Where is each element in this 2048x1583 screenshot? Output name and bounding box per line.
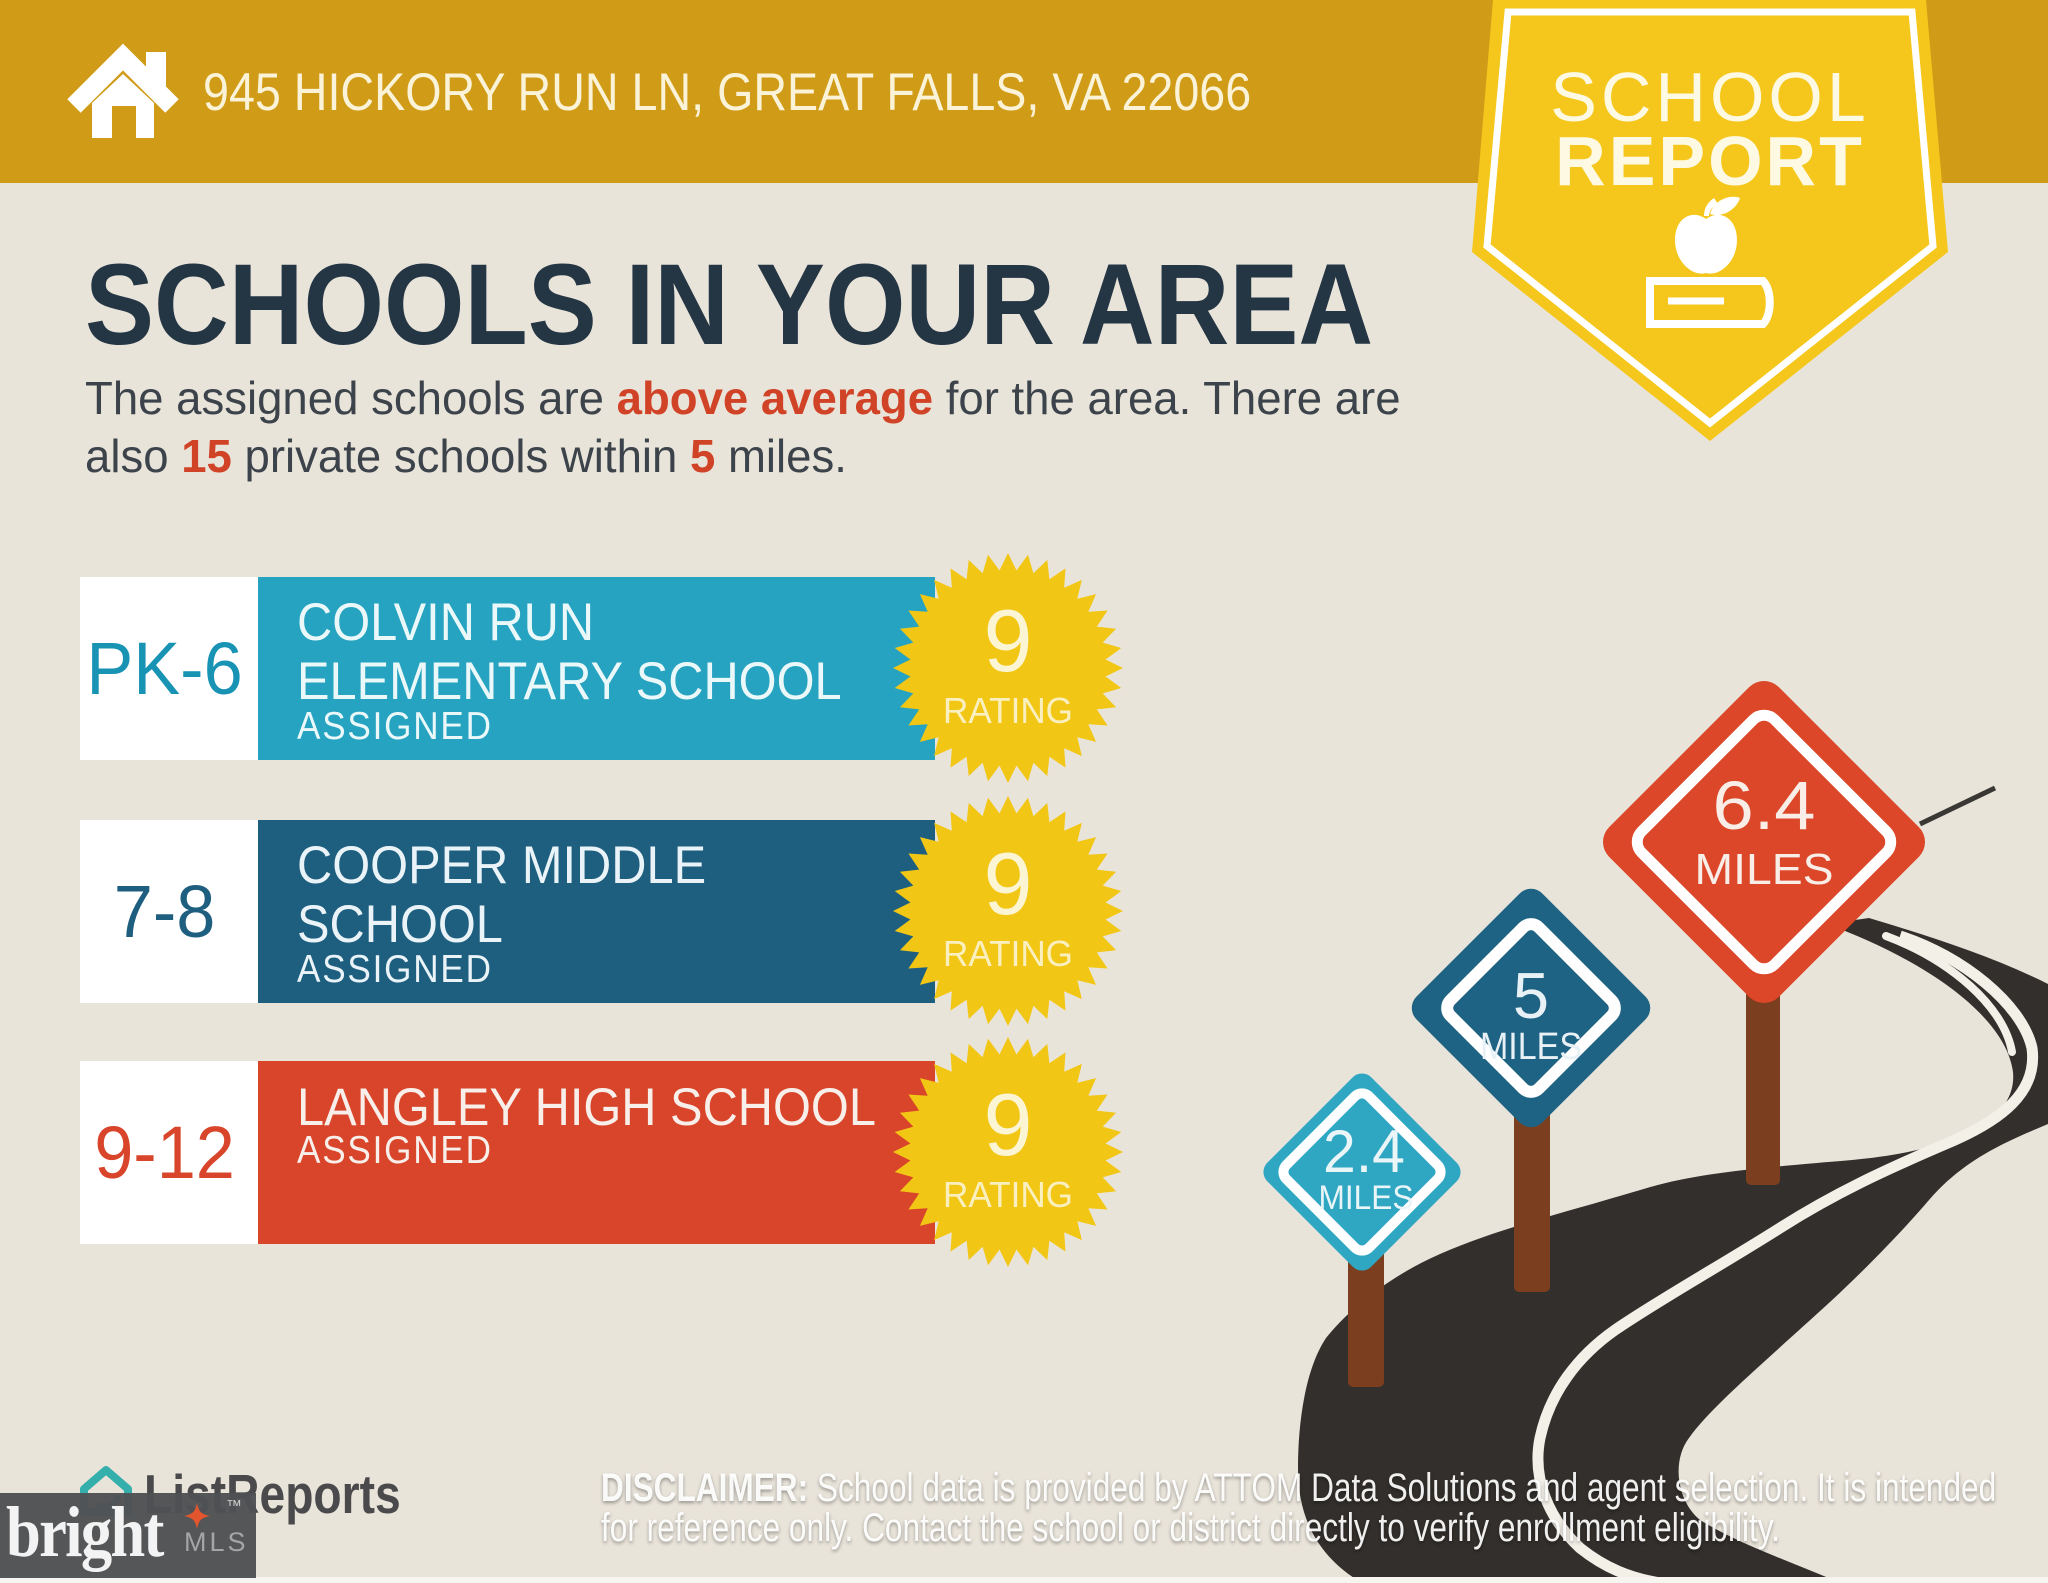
- svg-text:5: 5: [1513, 959, 1549, 1032]
- svg-text:MILES: MILES: [1319, 1179, 1414, 1217]
- svg-text:MILES: MILES: [1480, 1026, 1582, 1068]
- svg-text:6.4: 6.4: [1713, 767, 1816, 844]
- svg-text:™: ™: [226, 1498, 242, 1515]
- svg-text:2.4: 2.4: [1323, 1118, 1405, 1185]
- svg-text:MILES: MILES: [1695, 845, 1834, 894]
